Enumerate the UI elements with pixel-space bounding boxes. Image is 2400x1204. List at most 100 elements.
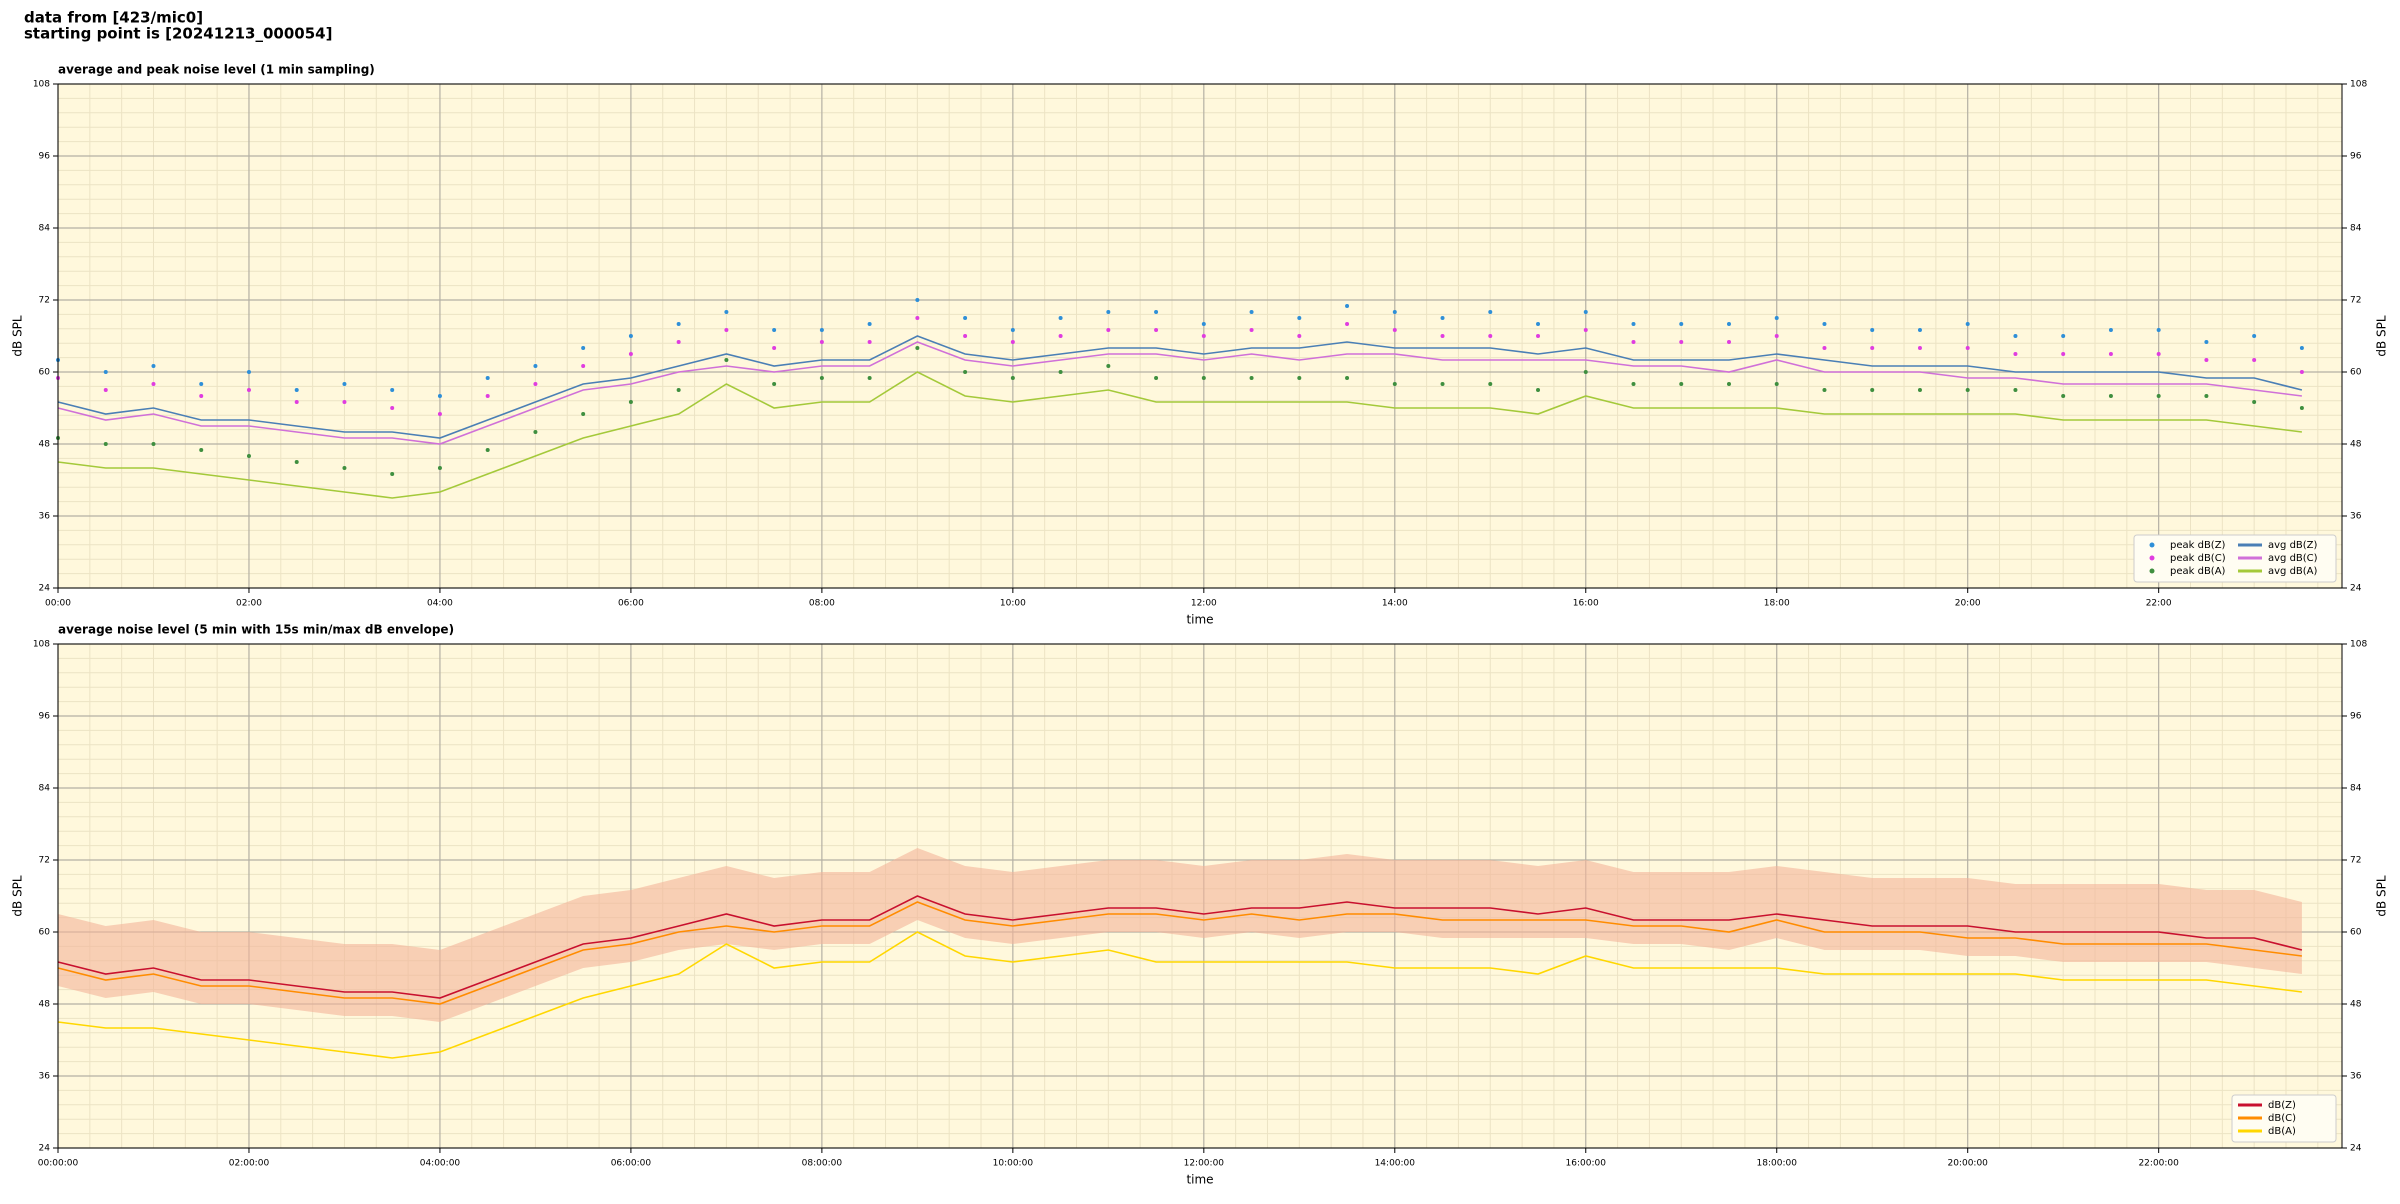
- peak-marker: [103, 370, 108, 374]
- y-tick-label: 72: [39, 856, 50, 866]
- x-axis-label: time: [1186, 613, 1213, 627]
- peak-marker: [2252, 358, 2257, 362]
- peak-marker: [1774, 316, 1779, 320]
- peak-marker: [2108, 394, 2113, 398]
- x-tick-label: 04:00:00: [420, 1159, 461, 1169]
- peak-marker: [1488, 310, 1493, 314]
- peak-marker: [1106, 310, 1111, 314]
- peak-marker: [2013, 388, 2018, 392]
- peak-marker: [1440, 316, 1445, 320]
- peak-marker: [1965, 346, 1970, 350]
- peak-marker: [676, 388, 681, 392]
- peak-marker: [151, 442, 156, 446]
- x-tick-label: 18:00:00: [1757, 1159, 1798, 1169]
- x-tick-label: 12:00:00: [1184, 1159, 1225, 1169]
- peak-marker: [1536, 334, 1541, 338]
- peak-marker: [533, 382, 538, 386]
- legend-marker: [2149, 542, 2155, 548]
- peak-marker: [2299, 370, 2304, 374]
- peak-marker: [2299, 346, 2304, 350]
- x-tick-label: 02:00:00: [229, 1159, 270, 1169]
- peak-marker: [724, 310, 729, 314]
- peak-marker: [1822, 322, 1827, 326]
- x-tick-label: 20:00:00: [1947, 1159, 1988, 1169]
- peak-marker: [1679, 382, 1684, 386]
- peak-marker: [1822, 346, 1827, 350]
- x-axis-label: time: [1186, 1173, 1213, 1187]
- y2-tick-label: 96: [2350, 712, 2362, 722]
- peak-marker: [1536, 322, 1541, 326]
- peak-marker: [1010, 340, 1015, 344]
- plot-frame: [57, 643, 2343, 1149]
- y2-tick-label: 108: [2350, 80, 2367, 90]
- peak-marker: [581, 346, 586, 350]
- y-tick-label: 60: [39, 368, 51, 378]
- peak-marker: [1679, 340, 1684, 344]
- peak-marker: [2061, 394, 2066, 398]
- peak-marker: [2156, 328, 2161, 332]
- x-tick-label: 12:00: [1191, 599, 1217, 609]
- peak-marker: [437, 412, 442, 416]
- peak-marker: [2061, 352, 2066, 356]
- peak-marker: [485, 448, 490, 452]
- peak-marker: [915, 316, 920, 320]
- chart-title: average and peak noise level (1 min samp…: [58, 63, 375, 77]
- peak-marker: [2299, 406, 2304, 410]
- legend-label: dB(A): [2268, 1126, 2296, 1137]
- y2-tick-label: 60: [2350, 928, 2362, 938]
- y-tick-label: 72: [39, 296, 50, 306]
- peak-marker: [1631, 322, 1636, 326]
- envelope-area: [58, 848, 2302, 1022]
- peak-marker: [2061, 334, 2066, 338]
- peak-marker: [1917, 328, 1922, 332]
- x-tick-label: 10:00: [1000, 599, 1026, 609]
- peak-marker: [1106, 364, 1111, 368]
- peak-marker: [2204, 394, 2209, 398]
- peak-marker: [1726, 322, 1731, 326]
- peak-marker: [294, 400, 299, 404]
- y-axis-label: dB SPL: [11, 315, 25, 357]
- peak-marker: [2204, 340, 2209, 344]
- series-line: [57, 335, 2303, 439]
- peak-marker: [819, 376, 824, 380]
- y2-axis-label: dB SPL: [2375, 315, 2389, 357]
- peak-marker: [581, 364, 586, 368]
- peak-marker: [1583, 310, 1588, 314]
- y-axis-label: dB SPL: [11, 875, 25, 917]
- peak-marker: [437, 466, 442, 470]
- x-tick-label: 16:00:00: [1566, 1159, 1607, 1169]
- peak-marker: [294, 460, 299, 464]
- peak-marker: [867, 376, 872, 380]
- peak-marker: [199, 382, 204, 386]
- peak-marker: [1965, 322, 1970, 326]
- peak-marker: [1010, 328, 1015, 332]
- peak-marker: [1774, 334, 1779, 338]
- peak-marker: [1249, 328, 1254, 332]
- peak-marker: [628, 400, 633, 404]
- x-tick-label: 08:00: [809, 599, 835, 609]
- y2-tick-label: 24: [2350, 584, 2362, 594]
- x-tick-label: 06:00:00: [611, 1159, 652, 1169]
- y-tick-label: 48: [39, 440, 51, 450]
- peak-marker: [2156, 352, 2161, 356]
- peak-marker: [867, 322, 872, 326]
- legend-label: avg dB(C): [2268, 553, 2318, 564]
- peak-marker: [485, 394, 490, 398]
- peak-marker: [1297, 316, 1302, 320]
- peak-marker: [915, 298, 920, 302]
- x-tick-label: 14:00: [1382, 599, 1408, 609]
- peak-marker: [915, 346, 920, 350]
- peak-marker: [2252, 400, 2257, 404]
- legend-label: dB(C): [2268, 1113, 2296, 1124]
- series-line: [57, 371, 2302, 499]
- y2-tick-label: 96: [2350, 152, 2362, 162]
- legend-label: dB(Z): [2268, 1100, 2296, 1111]
- peak-marker: [724, 328, 729, 332]
- peak-marker: [1392, 382, 1397, 386]
- plot-background: [58, 84, 2342, 588]
- series-line: [57, 931, 2302, 1059]
- peak-marker: [246, 454, 251, 458]
- peak-marker: [819, 328, 824, 332]
- peak-marker: [2156, 394, 2161, 398]
